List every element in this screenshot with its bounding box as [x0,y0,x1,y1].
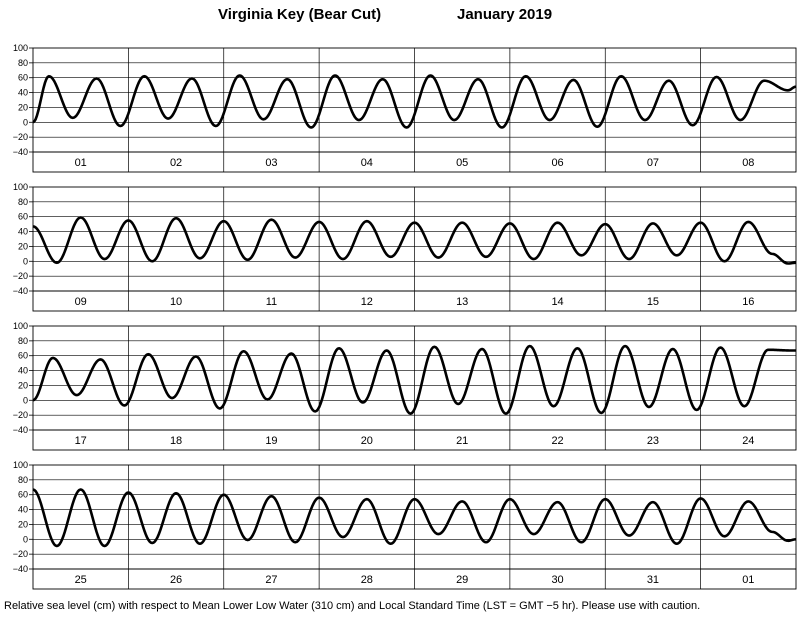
y-tick-label: 40 [18,88,28,98]
day-band [32,151,797,173]
y-tick-label: 40 [18,505,28,515]
panel-2: 100 80 60 40 20 0 −20 −40 09 10 11 12 13 14 15 16 [13,182,797,312]
day-label: 20 [361,435,373,447]
day-label: 23 [647,435,659,447]
month-title: January 2019 [457,6,553,23]
day-label: 25 [75,574,87,586]
y-tick-label: 80 [18,475,28,485]
y-tick-label: −20 [13,549,28,559]
y-tick-label: 100 [13,43,28,53]
y-tick-label: 0 [23,534,28,544]
y-tick-label: 80 [18,58,28,68]
tide-curve [32,216,797,265]
y-tick-label: 80 [18,197,28,207]
y-tick-label: 20 [18,380,28,390]
y-tick-label: 60 [18,212,28,222]
y-tick-label: 20 [18,519,28,529]
y-tick-label: 40 [18,366,28,376]
y-tick-label: −40 [13,286,28,296]
day-label: 17 [75,435,87,447]
y-tick-label: 40 [18,227,28,237]
day-label: 11 [266,296,277,308]
day-label: 01 [75,157,87,169]
station-title: Virginia Key (Bear Cut) [218,6,382,23]
day-label: 07 [647,157,659,169]
day-label: 01 [742,574,754,586]
day-label: 12 [361,296,373,308]
y-tick-label: −20 [13,271,28,281]
tide-curve [32,344,797,415]
y-tick-label: 0 [23,117,28,127]
y-tick-label: 0 [23,395,28,405]
day-band [32,568,797,590]
day-label: 02 [170,157,182,169]
day-label: 05 [456,157,468,169]
y-tick-label: −40 [13,564,28,574]
day-label: 26 [170,574,182,586]
y-tick-label: 0 [23,256,28,266]
day-label: 08 [742,157,754,169]
day-label: 04 [361,157,373,169]
panel-1: 100 80 60 40 20 0 −20 −40 01 02 03 04 05 06 07 08 [13,43,797,173]
day-label: 27 [265,574,277,586]
day-label: 19 [265,435,277,447]
day-label: 24 [742,435,754,447]
y-tick-label: −40 [13,147,28,157]
y-tick-label: 60 [18,490,28,500]
day-label: 09 [75,296,87,308]
day-label: 10 [170,296,182,308]
day-label: 18 [170,435,182,447]
day-label: 13 [456,296,468,308]
day-label: 21 [456,435,468,447]
day-label: 03 [265,157,277,169]
y-tick-label: 60 [18,73,28,83]
panel-4: 100 80 60 40 20 0 −20 −40 25 26 27 28 29 30 31 01 [13,460,797,590]
y-tick-label: 80 [18,336,28,346]
tide-curve [32,488,797,548]
panel-3: 100 80 60 40 20 0 −20 −40 17 18 19 20 21 22 23 24 [13,321,797,451]
day-label: 06 [551,157,563,169]
y-tick-label: 100 [13,182,28,192]
day-label: 16 [742,296,754,308]
day-label: 30 [551,574,563,586]
y-tick-label: 20 [18,241,28,251]
day-band [32,290,797,312]
day-label: 28 [361,574,373,586]
y-tick-label: −20 [13,410,28,420]
title-row: Virginia Key (Bear Cut) January 2019 [0,6,800,28]
day-label: 29 [456,574,468,586]
day-band [32,429,797,451]
footnote: Relative sea level (cm) with respect to … [4,600,701,612]
day-label: 22 [551,435,563,447]
day-label: 31 [647,574,659,586]
y-tick-label: 60 [18,351,28,361]
y-tick-label: −20 [13,132,28,142]
y-tick-label: 20 [18,102,28,112]
y-tick-label: −40 [13,425,28,435]
y-tick-label: 100 [13,321,28,331]
y-tick-label: 100 [13,460,28,470]
day-label: 14 [551,296,563,308]
tide-curve [32,74,797,129]
day-label: 15 [647,296,659,308]
